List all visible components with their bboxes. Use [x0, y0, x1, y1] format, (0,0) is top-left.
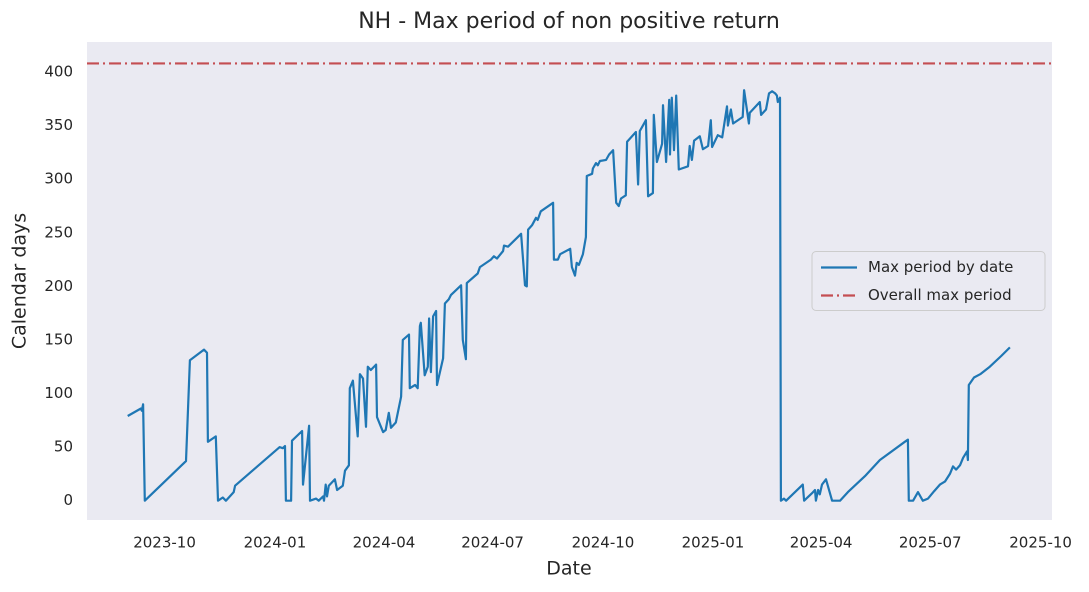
x-axis-label: Date — [546, 558, 591, 580]
y-tick-label: 150 — [44, 330, 73, 348]
chart-title: NH - Max period of non positive return — [358, 9, 780, 34]
y-tick-label: 100 — [44, 384, 73, 402]
x-tick-label: 2024-04 — [353, 534, 416, 552]
x-tick-label: 2025-07 — [899, 534, 962, 552]
legend-label: Overall max period — [868, 286, 1012, 304]
x-tick-label: 2024-07 — [461, 534, 524, 552]
y-tick-label: 300 — [44, 170, 73, 188]
x-tick-label: 2024-01 — [244, 534, 307, 552]
legend-label: Max period by date — [868, 258, 1013, 276]
x-tick-label: 2025-04 — [790, 534, 853, 552]
x-tick-label: 2025-01 — [682, 534, 745, 552]
x-tick-label: 2023-10 — [133, 534, 196, 552]
y-tick-label: 0 — [63, 491, 73, 509]
x-tick-label: 2025-10 — [1009, 534, 1072, 552]
y-axis-label: Calendar days — [9, 213, 31, 349]
data-line — [127, 89, 1011, 502]
legend-box — [811, 251, 1046, 311]
y-tick-label: 400 — [44, 63, 73, 81]
y-tick-label: 200 — [44, 277, 73, 295]
y-tick-label: 50 — [54, 438, 73, 456]
x-tick-label: 2024-10 — [572, 534, 635, 552]
y-tick-label: 350 — [44, 116, 73, 134]
y-tick-label: 250 — [44, 223, 73, 241]
